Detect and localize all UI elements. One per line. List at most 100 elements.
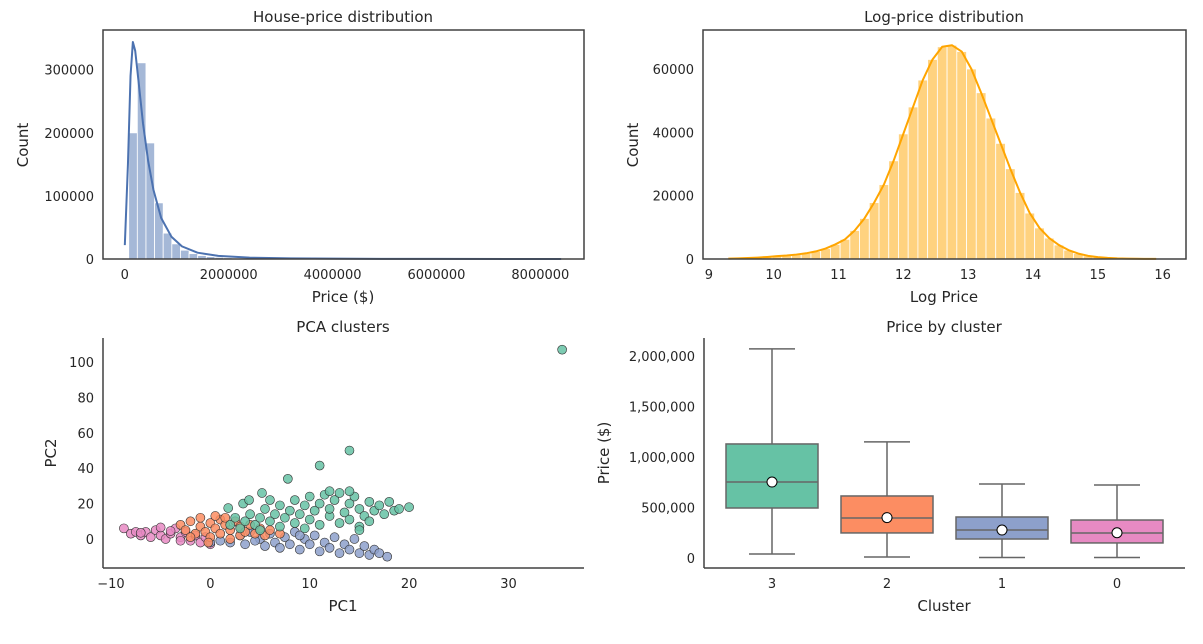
scatter-point-cluster-3 <box>329 495 340 505</box>
scatter-point-cluster-3 <box>280 512 290 523</box>
scatter-point-cluster-3 <box>404 502 414 512</box>
scatter-point-cluster-3 <box>275 500 285 511</box>
x-tick-label: 8000000 <box>511 268 569 283</box>
box-cluster-1 <box>955 483 1049 559</box>
scatter-point-cluster-1 <box>260 541 270 551</box>
scatter-point-cluster-3 <box>304 491 315 502</box>
chart-title: House-price distribution <box>253 8 433 26</box>
x-tick-label: 15 <box>1090 268 1107 283</box>
scatter-point-cluster-3 <box>294 509 305 520</box>
scatter-point-cluster-3 <box>299 500 310 511</box>
scatter-point-cluster-3 <box>290 518 300 528</box>
scatter-point-cluster-1 <box>334 548 345 558</box>
axes-frame <box>702 29 1187 260</box>
y-tick-label: 0 <box>687 552 695 567</box>
scatter-point-cluster-3 <box>225 520 236 530</box>
y-tick-label: 0 <box>86 533 94 548</box>
x-tick-label: 4000000 <box>304 268 362 283</box>
scatter-point-cluster-1 <box>309 530 320 541</box>
histogram-bar <box>136 62 147 260</box>
histogram-bar <box>898 133 909 260</box>
histogram-bar <box>188 253 199 260</box>
scatter-point-cluster-2 <box>185 516 196 527</box>
y-tick-label: 0 <box>686 253 694 268</box>
scatter-point-cluster-3 <box>324 486 335 497</box>
kde-line <box>728 44 1157 260</box>
scatter-point-cluster-3 <box>309 505 320 516</box>
scatter-point-cluster-2 <box>203 537 214 548</box>
y-tick-label: 2,000,000 <box>629 350 695 365</box>
x-tick-label: 16 <box>1154 268 1171 283</box>
scatter-point-cluster-1 <box>240 539 250 550</box>
scatter-point-cluster-0 <box>119 523 129 534</box>
log-price-histogram: Log-price distribution Log Price Count 0… <box>624 8 1187 306</box>
x-axis-label: Price ($) <box>312 288 375 306</box>
histogram-bar <box>1005 168 1016 260</box>
histogram-bar <box>956 51 967 260</box>
scatter-point-cluster-0 <box>145 532 156 543</box>
y-tick-label: 500,000 <box>641 501 695 516</box>
histogram-bar <box>985 117 997 260</box>
y-tick-label: 60 <box>77 427 94 442</box>
histogram-bar <box>859 218 870 260</box>
x-tick-label: 0 <box>1113 577 1121 592</box>
x-tick-label: 6000000 <box>408 268 466 283</box>
y-tick-label: 80 <box>77 391 94 406</box>
histogram-bar <box>1014 192 1026 260</box>
scatter-point-cluster-1 <box>294 530 305 541</box>
x-tick-label: 2 <box>883 577 891 592</box>
mean-marker <box>881 512 893 524</box>
scatter-point-cluster-3 <box>379 509 390 520</box>
scatter-point-cluster-3 <box>364 497 375 507</box>
histogram-bar <box>995 142 1006 260</box>
scatter-point-cluster-3 <box>344 445 355 456</box>
y-tick-label: 40 <box>77 462 94 477</box>
histogram-bar <box>868 202 880 260</box>
histogram-bar <box>128 132 138 260</box>
scatter-point-cluster-3 <box>257 488 267 498</box>
scatter-point-cluster-1 <box>304 539 315 550</box>
x-tick-label: 13 <box>960 268 977 283</box>
scatter-point-cluster-2 <box>185 532 196 543</box>
histogram-bar <box>878 184 890 260</box>
scatter-point-cluster-3 <box>334 488 345 498</box>
scatter-point-cluster-2 <box>215 528 226 539</box>
scatter-point-cluster-3 <box>314 520 325 530</box>
histogram-bar <box>975 92 987 260</box>
x-tick-label: 11 <box>830 268 847 283</box>
scatter-point-cluster-3 <box>265 516 275 527</box>
axes-frame <box>102 29 585 260</box>
scatter-point-cluster-3 <box>283 474 293 484</box>
pca-scatter: PCA clusters PC1 PC2 0 20 40 60 80 100 −10 0 10 2… <box>42 318 584 615</box>
x-axis-label: PC1 <box>328 597 357 615</box>
scatter-point-cluster-3 <box>344 514 355 525</box>
y-axis-label: Price ($) <box>595 422 613 485</box>
scatter-point-cluster-3 <box>235 523 245 534</box>
mean-marker <box>766 476 778 488</box>
box-cluster-2 <box>840 441 934 558</box>
x-axis-label: Cluster <box>917 597 971 615</box>
scatter-point-cluster-3 <box>334 518 345 528</box>
scatter-point-cluster-1 <box>354 548 365 558</box>
scatter-point-cluster-3 <box>374 500 385 511</box>
box-cluster-3 <box>725 348 819 555</box>
scatter-point-cluster-3 <box>339 507 350 518</box>
scatter-point-cluster-3 <box>230 512 240 523</box>
scatter-point-cluster-1 <box>349 534 360 544</box>
scatter-point-cluster-2 <box>180 525 191 535</box>
mean-marker <box>1111 527 1123 539</box>
scatter-point-cluster-0 <box>155 522 166 533</box>
iqr-box <box>725 443 819 509</box>
scatter-point-cluster-3 <box>304 514 315 525</box>
scatter-point-cluster-1 <box>314 546 325 557</box>
histogram-bar <box>839 238 851 260</box>
scatter-point-cluster-1 <box>294 544 305 555</box>
x-tick-label: 14 <box>1025 268 1042 283</box>
y-tick-label: 1,500,000 <box>629 400 695 415</box>
y-tick-label: 20000 <box>653 190 694 205</box>
scatter-point-cluster-3 <box>394 504 404 514</box>
scatter-point-cluster-3 <box>344 498 355 509</box>
scatter-point-cluster-3 <box>255 512 265 523</box>
histogram-bar <box>946 44 958 260</box>
scatter-point-cluster-1 <box>359 541 370 551</box>
